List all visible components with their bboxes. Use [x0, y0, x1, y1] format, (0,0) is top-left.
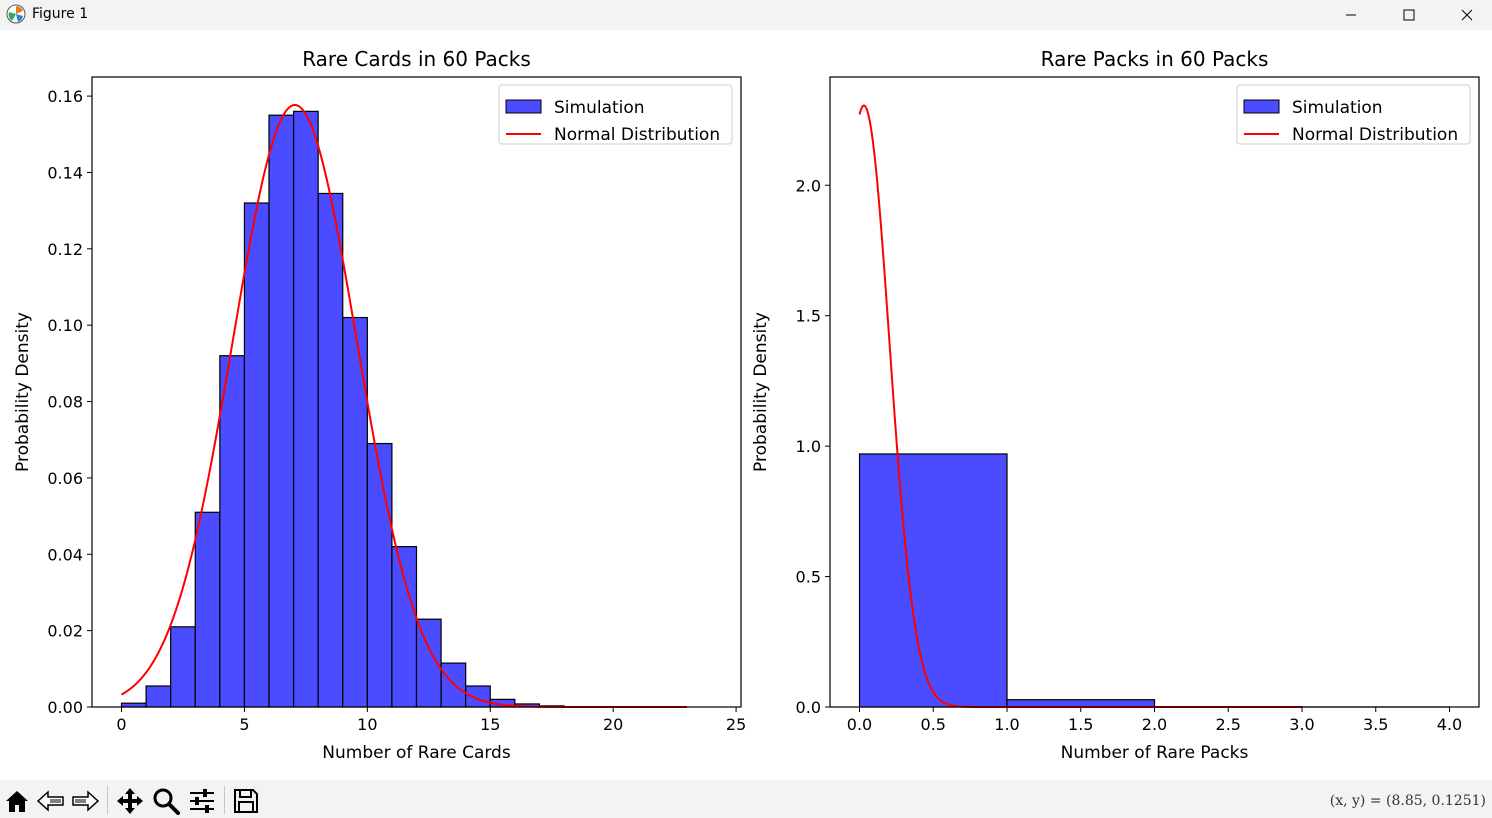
- subplot-2: 0.0 0.5 1.0 1.5 2.0 2.5 3.0 3.5 4.0 0.0 0.5 1.0 1.5 2…: [751, 47, 1480, 763]
- legend-entry: Simulation: [1292, 98, 1383, 118]
- back-button[interactable]: [36, 786, 66, 816]
- x-tick-label: 1.0: [994, 715, 1019, 734]
- x-tick-label: 25: [726, 715, 746, 734]
- x-axis-label: Number of Rare Packs: [1061, 743, 1249, 763]
- home-icon: [6, 791, 28, 812]
- y-tick-label: 1.5: [796, 307, 821, 326]
- legend-entry: Normal Distribution: [1292, 125, 1458, 145]
- x-tick-label: 20: [603, 715, 623, 734]
- legend-box: [1236, 84, 1471, 145]
- save-button[interactable]: [231, 786, 261, 816]
- figure-canvas[interactable]: 0 5 10 15 20 25 0.00 0.02 0.04 0.06 0.08 0.10 0.12 0.…: [0, 30, 1492, 780]
- close-button[interactable]: [1438, 0, 1492, 30]
- x-tick-label: 3.0: [1289, 715, 1314, 734]
- navigation-toolbar: (x, y) = (8.85, 0.1251): [0, 780, 1492, 818]
- window-title: Figure 1: [32, 6, 89, 22]
- x-tick-label: 5: [239, 715, 249, 734]
- histogram-bar: [465, 685, 491, 708]
- histogram-bar: [194, 511, 221, 708]
- configure-subplots-icon: [190, 789, 214, 813]
- subplot-1: 0 5 10 15 20 25 0.00 0.02 0.04 0.06 0.08 0.10 0.12 0.…: [13, 47, 746, 763]
- chart-title: Rare Packs in 60 Packs: [1041, 47, 1269, 71]
- x-tick-label: 0: [116, 715, 126, 734]
- y-tick-label: 0.5: [796, 568, 821, 587]
- zoom-button[interactable]: [151, 786, 181, 816]
- x-tick-label: 2.0: [1142, 715, 1167, 734]
- toolbar-separator: [224, 786, 225, 814]
- back-icon: [36, 790, 64, 812]
- toolbar-separator: [107, 786, 108, 814]
- cursor-coordinates: (x, y) = (8.85, 0.1251): [1329, 793, 1486, 809]
- figure-svg: 0 5 10 15 20 25 0.00 0.02 0.04 0.06 0.08 0.10 0.12 0.…: [13, 47, 1480, 763]
- legend: Simulation Normal Distribution: [498, 84, 733, 145]
- histogram-bar: [317, 192, 344, 708]
- x-tick-label: 0.5: [921, 715, 946, 734]
- legend: Simulation Normal Distribution: [1236, 84, 1471, 145]
- y-axis-label: Probability Density: [13, 312, 33, 472]
- legend-bar-swatch: [505, 99, 542, 114]
- x-tick-label: 3.5: [1363, 715, 1388, 734]
- pan-button[interactable]: [115, 786, 145, 816]
- histogram-bar: [219, 355, 246, 708]
- x-tick-label: 4.0: [1437, 715, 1462, 734]
- close-icon: [1461, 9, 1473, 21]
- histogram-bar: [145, 685, 172, 708]
- y-tick-label: 0.0: [796, 698, 821, 717]
- histogram-bar: [268, 114, 295, 708]
- legend-entry: Simulation: [554, 98, 645, 118]
- minimize-icon: [1346, 14, 1356, 16]
- home-button[interactable]: [2, 786, 32, 816]
- y-tick-label: 0.04: [47, 545, 83, 564]
- y-tick-label: 2.0: [796, 176, 821, 195]
- histogram-bar: [391, 546, 418, 708]
- y-tick-label: 0.14: [47, 163, 83, 182]
- histogram-bar: [292, 110, 319, 708]
- histogram-bar: [170, 626, 196, 708]
- legend-box: [498, 84, 733, 145]
- y-tick-label: 0.06: [47, 469, 83, 488]
- legend-bar-swatch: [1243, 99, 1280, 114]
- histogram-bar: [1006, 699, 1156, 708]
- x-tick-label: 15: [480, 715, 500, 734]
- y-tick-label: 0.12: [47, 240, 83, 259]
- x-tick-label: 2.5: [1216, 715, 1241, 734]
- title-bar: Figure 1: [0, 0, 1492, 30]
- histogram-bar: [243, 202, 270, 708]
- configure-subplots-button[interactable]: [187, 786, 217, 816]
- y-tick-label: 0.10: [47, 316, 83, 335]
- zoom-icon: [153, 788, 180, 815]
- histogram-bar: [440, 662, 467, 708]
- forward-button[interactable]: [70, 786, 100, 816]
- y-tick-label: 0.16: [47, 87, 83, 106]
- legend-entry: Normal Distribution: [554, 125, 720, 145]
- y-axis-label: Probability Density: [751, 312, 771, 472]
- y-tick-label: 0.08: [47, 393, 83, 412]
- matplotlib-icon: [6, 4, 26, 24]
- axes-frame: [91, 76, 742, 708]
- histogram-bar: [858, 453, 1008, 708]
- chart-title: Rare Cards in 60 Packs: [302, 47, 531, 71]
- histogram-bar: [366, 442, 393, 708]
- x-tick-label: 1.5: [1068, 715, 1093, 734]
- save-icon: [234, 789, 258, 813]
- x-tick-label: 0.0: [847, 715, 872, 734]
- x-axis-label: Number of Rare Cards: [322, 743, 511, 763]
- maximize-icon: [1403, 9, 1415, 21]
- y-tick-label: 1.0: [796, 437, 821, 456]
- forward-icon: [72, 790, 100, 812]
- y-tick-label: 0.02: [47, 622, 83, 641]
- minimize-button[interactable]: [1322, 0, 1380, 30]
- y-tick-label: 0.00: [47, 698, 83, 717]
- pan-icon: [117, 788, 143, 814]
- x-tick-label: 10: [357, 715, 377, 734]
- maximize-button[interactable]: [1380, 0, 1438, 30]
